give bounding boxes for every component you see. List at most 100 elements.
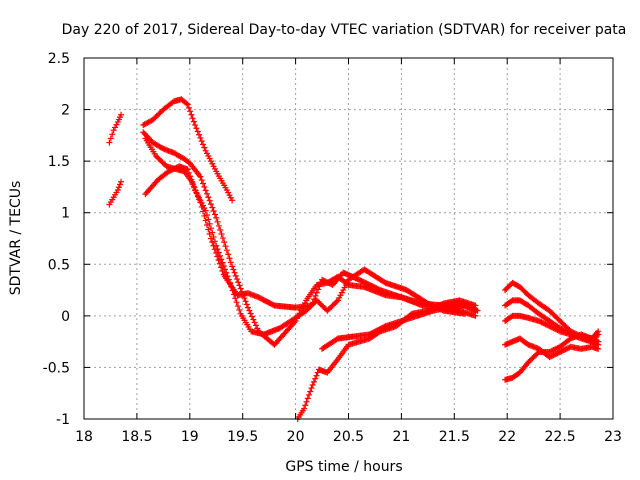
data-point-marker: [113, 121, 120, 128]
data-point-marker: [248, 313, 255, 320]
data-point-marker: [189, 180, 196, 187]
data-point-marker: [550, 325, 557, 332]
data-point-marker: [201, 212, 208, 219]
data-point-marker: [472, 312, 479, 319]
data-point-marker: [215, 249, 222, 256]
data-point-marker: [252, 322, 259, 329]
y-tick-label: 2.5: [48, 51, 70, 67]
data-point-marker: [234, 303, 241, 310]
data-point-marker: [185, 169, 192, 176]
data-point-marker: [198, 138, 205, 145]
data-point-marker: [203, 190, 210, 197]
data-point-marker: [549, 324, 556, 331]
data-point-marker: [562, 346, 569, 353]
data-point-marker: [426, 301, 433, 308]
data-point-marker: [197, 134, 204, 141]
x-axis-label: GPS time / hours: [285, 459, 402, 475]
data-point-marker: [201, 183, 208, 190]
data-point-marker: [233, 299, 240, 306]
data-point-marker: [320, 277, 327, 284]
data-point-marker: [205, 226, 212, 233]
data-point-marker: [192, 122, 199, 129]
data-point-marker: [547, 348, 554, 355]
data-point-marker: [553, 326, 560, 333]
data-point-marker: [200, 180, 207, 187]
data-point-marker: [542, 321, 549, 328]
x-tick-label: 18.5: [121, 429, 152, 445]
data-point-marker: [185, 104, 192, 111]
data-point-marker: [546, 323, 553, 330]
data-point-marker: [321, 278, 328, 285]
data-point-marker: [424, 300, 431, 307]
data-point-marker: [219, 259, 226, 266]
data-point-marker: [214, 253, 221, 260]
data-point-marker: [537, 318, 544, 325]
data-point-marker: [561, 347, 568, 354]
data-point-marker: [236, 282, 243, 289]
data-point-marker: [247, 310, 254, 317]
data-point-marker: [198, 177, 205, 184]
x-tick-label: 19: [181, 429, 199, 445]
data-point-marker: [554, 345, 561, 352]
data-point-marker: [166, 167, 173, 174]
data-point-marker: [550, 352, 557, 359]
data-point-marker: [207, 225, 214, 232]
data-point-marker: [234, 276, 241, 283]
y-tick-label: 1: [61, 206, 70, 222]
data-point-marker: [229, 197, 236, 204]
data-point-marker: [545, 322, 552, 329]
data-point-marker: [165, 168, 172, 175]
data-point-marker: [328, 281, 335, 288]
x-tick-label: 21.5: [439, 429, 470, 445]
data-point-marker: [324, 279, 331, 286]
data-point-marker: [325, 279, 332, 286]
series-track-13: [502, 328, 602, 383]
data-point-marker: [107, 135, 114, 142]
data-point-marker: [188, 111, 195, 118]
data-point-marker: [232, 295, 239, 302]
y-tick-label: 0.5: [48, 257, 70, 273]
data-point-marker: [142, 132, 149, 139]
data-point-marker: [214, 246, 221, 253]
data-point-marker: [218, 231, 225, 238]
data-point-marker: [551, 346, 558, 353]
data-point-marker: [222, 266, 229, 273]
series-track-6: [142, 163, 468, 338]
data-point-marker: [231, 269, 238, 276]
data-point-marker: [189, 115, 196, 122]
data-point-marker: [553, 350, 560, 357]
data-point-marker: [226, 255, 233, 262]
data-point-marker: [224, 273, 231, 280]
data-point-marker: [215, 257, 222, 264]
data-point-marker: [187, 108, 194, 115]
data-point-marker: [196, 131, 203, 138]
data-point-marker: [227, 279, 234, 286]
data-point-marker: [118, 178, 125, 185]
data-point-marker: [116, 181, 123, 188]
data-point-marker: [541, 320, 548, 327]
data-point-marker: [550, 347, 557, 354]
data-point-marker: [223, 269, 230, 276]
data-point-marker: [595, 328, 602, 335]
data-point-marker: [474, 307, 481, 314]
data-point-marker: [235, 279, 242, 286]
data-point-marker: [539, 319, 546, 326]
data-point-marker: [232, 272, 239, 279]
x-tick-label: 20.5: [333, 429, 364, 445]
data-point-marker: [201, 144, 208, 151]
data-point-marker: [194, 128, 201, 135]
data-point-marker: [217, 252, 224, 259]
data-point-marker: [106, 139, 113, 146]
data-point-marker: [219, 235, 226, 242]
data-point-marker: [555, 349, 562, 356]
x-tick-label: 19.5: [227, 429, 258, 445]
data-point-marker: [206, 220, 213, 227]
x-tick-label: 18: [75, 429, 93, 445]
data-point-marker: [213, 242, 220, 249]
data-point-marker: [312, 292, 319, 299]
data-point-marker: [313, 289, 320, 296]
series-track-1: [106, 111, 125, 146]
data-point-marker: [316, 283, 323, 290]
data-point-marker: [304, 395, 311, 402]
data-point-marker: [172, 165, 179, 172]
